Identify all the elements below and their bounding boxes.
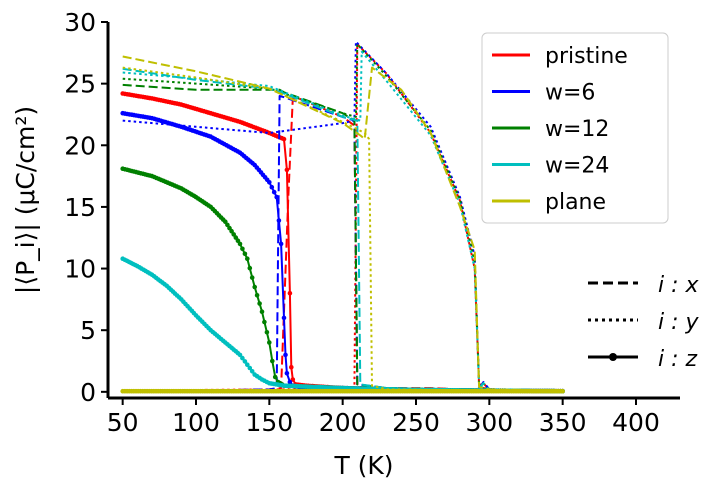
y-tick-label: 25 [64,70,96,99]
y-tick-label: 0 [80,378,96,407]
series-pristine-z-point [289,364,294,370]
series-legend-frame [481,32,669,224]
y-tick-label: 5 [80,316,96,345]
series-w6-z-point [278,241,284,247]
series-w12-z-point [245,256,250,262]
x-axis-title: T (K) [333,451,393,480]
y-tick-label: 10 [64,255,96,284]
series-w12-z-point [252,284,257,290]
x-ticks: 50 100 150 200 250 300 350 400 [107,398,660,437]
series-plane-x-line [122,55,563,392]
series-w24-z-line [122,257,563,393]
x-tick-label: 150 [245,408,293,437]
series-w6-z-point [284,371,290,376]
x-tick-label: 250 [392,408,440,437]
series-w24-z-point [240,355,245,361]
legend-label: w=6 [545,81,595,106]
x-tick-label: 300 [465,408,513,437]
x-tick-label: 50 [107,408,139,437]
component-z-marker [609,353,617,361]
component-z-label: i : z [658,347,698,372]
series-w12-z-point [259,309,265,315]
series-w6-z-point [271,189,277,195]
series-pristine-z-point [287,290,293,296]
legend-label: plane [545,190,606,215]
y-tick-label: 30 [64,8,96,37]
y-tick-label: 20 [64,131,96,160]
series-w24-y-line [122,50,563,392]
series-w24-z-point [245,362,250,368]
legend-label: pristine [545,44,628,69]
series-w24-z-point [247,365,253,371]
y-ticks: 0 5 10 15 20 25 30 [64,8,108,407]
series-w12-z-point [267,340,272,345]
series-w12-z-point [242,251,248,257]
series-w12-z-point [237,241,243,247]
legend-label: w=12 [545,117,609,142]
component-y-label: i : y [658,310,700,335]
series-w12-z-point [254,293,260,298]
x-tick-label: 200 [319,408,367,437]
axes: 50 100 150 200 250 300 350 400 0 5 10 15 20 25 30 [64,8,680,437]
series-w6-z-point [276,218,282,223]
component-legend: i : x i : y i : z [588,273,700,372]
series-pristine-z-point [284,167,290,173]
component-x-label: i : x [658,273,700,298]
series-w12-z-point [264,330,270,335]
series-w12-z-point [257,301,262,306]
series-w6-z-point [267,180,272,185]
series-w6-z-point [269,184,275,190]
x-tick-label: 400 [612,408,660,437]
series-w12-z-point [272,374,278,380]
plot-area [120,40,565,394]
series-w24-z-point [249,369,255,374]
series-plane-z-point [560,388,565,394]
series-w12-z-point [247,265,253,271]
series-pristine-z-point [281,136,287,142]
series-w12-z-point [262,319,267,325]
series-w12-z-point [249,275,255,280]
x-tick-label: 350 [539,408,587,437]
series-w6-z-point [274,194,280,200]
series-legend: pristine w=6 w=12 w=24 plane [481,32,669,224]
x-tick-label: 100 [172,408,220,437]
y-axis-title: |⟨P_i⟩| (μC/cm²) [11,106,40,294]
legend-label: w=24 [545,154,609,179]
y-tick-label: 15 [64,193,96,222]
series-w6-z-point [287,379,293,385]
series-w12-z-point [240,246,245,252]
series-w12-z-point [270,358,275,364]
series-w6-z-point [281,315,287,321]
series-w24-z-point [237,352,243,358]
series-w6-z-point [283,352,288,358]
series-w24-z-point [242,359,248,364]
